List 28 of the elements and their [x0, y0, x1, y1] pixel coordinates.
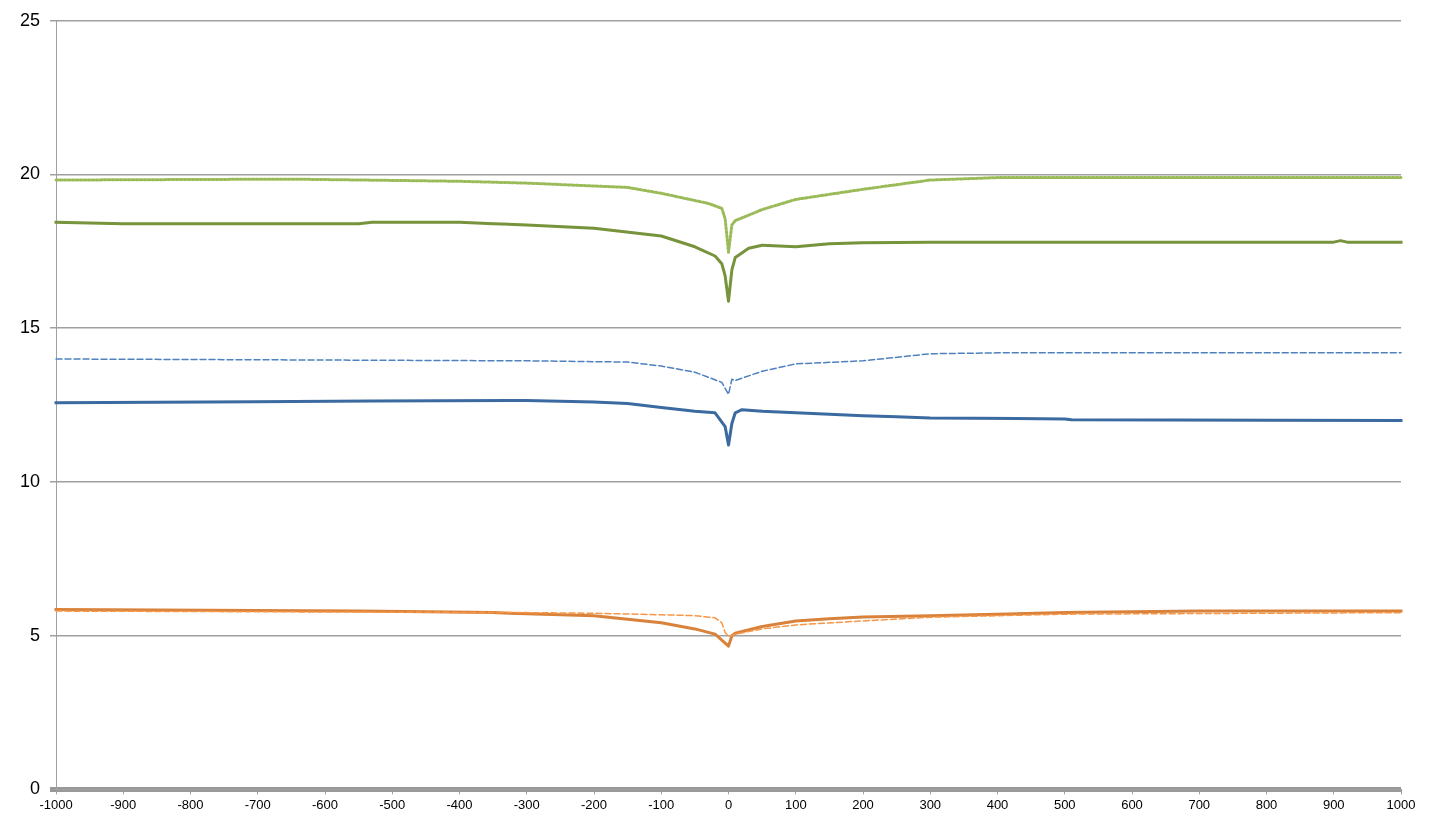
y-tick-label: 15 — [19, 317, 41, 338]
x-tick-label: 0 — [724, 796, 733, 812]
x-tick-label: -700 — [244, 796, 271, 812]
y-tick-label: 5 — [30, 624, 41, 645]
x-tick-label: 500 — [1053, 796, 1076, 812]
x-tick-label: -100 — [648, 796, 675, 812]
x-tick-label: 300 — [919, 796, 942, 812]
x-tick-label: 600 — [1121, 796, 1143, 812]
y-tick-label: 10 — [19, 470, 41, 491]
x-tick-label: -500 — [379, 796, 406, 812]
x-tick-label: 1000 — [1386, 796, 1416, 812]
x-tick-label: 100 — [784, 796, 807, 812]
y-tick-label: 25 — [19, 9, 41, 30]
x-tick-label: 700 — [1188, 796, 1211, 812]
x-tick-label: -900 — [110, 796, 137, 812]
x-tick-label: -600 — [312, 796, 339, 812]
y-tick-label: 0 — [30, 778, 41, 799]
x-tick-label: 800 — [1255, 796, 1278, 812]
x-tick-label: 400 — [986, 796, 1009, 812]
line-series — [55, 352, 1402, 396]
x-tick-label: -1000 — [39, 796, 73, 812]
x-tick-label: -400 — [446, 796, 473, 812]
x-tick-label: -200 — [581, 796, 608, 812]
x-tick-label: 900 — [1322, 796, 1345, 812]
y-tick-label: 20 — [19, 163, 41, 184]
x-tick-label: 200 — [852, 796, 874, 812]
x-tick-label: -800 — [177, 796, 204, 812]
x-tick-label: -300 — [513, 796, 540, 812]
